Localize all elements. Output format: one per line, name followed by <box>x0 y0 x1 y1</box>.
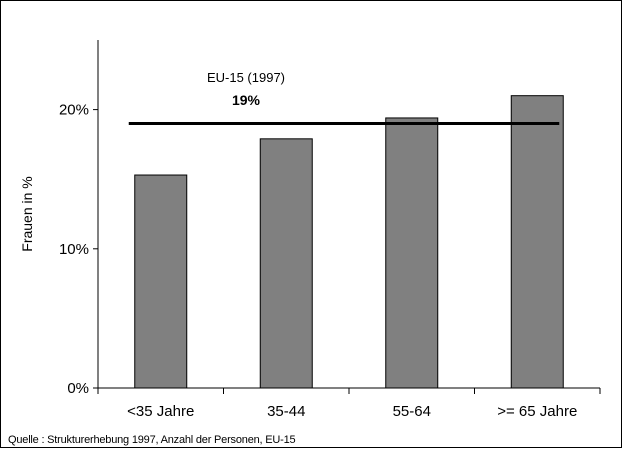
y-tick-label: 20% <box>59 102 89 119</box>
bar <box>385 117 439 389</box>
reference-line-label: EU-15 (1997) <box>207 70 285 85</box>
y-tick-label: 10% <box>59 241 89 258</box>
x-tick-label: 35-44 <box>267 403 305 420</box>
source-note: Quelle : Strukturerhebung 1997, Anzahl d… <box>8 434 296 446</box>
x-tick-label: 55-64 <box>393 403 431 420</box>
x-tick-label: <35 Jahre <box>127 403 194 420</box>
bar <box>510 95 564 389</box>
y-axis-title: Frauen in % <box>19 176 35 251</box>
x-tick-label: >= 65 Jahre <box>497 403 577 420</box>
bar <box>134 174 188 389</box>
y-tick-label: 0% <box>67 380 89 397</box>
reference-line-value: 19% <box>232 92 261 108</box>
bar <box>259 138 313 389</box>
